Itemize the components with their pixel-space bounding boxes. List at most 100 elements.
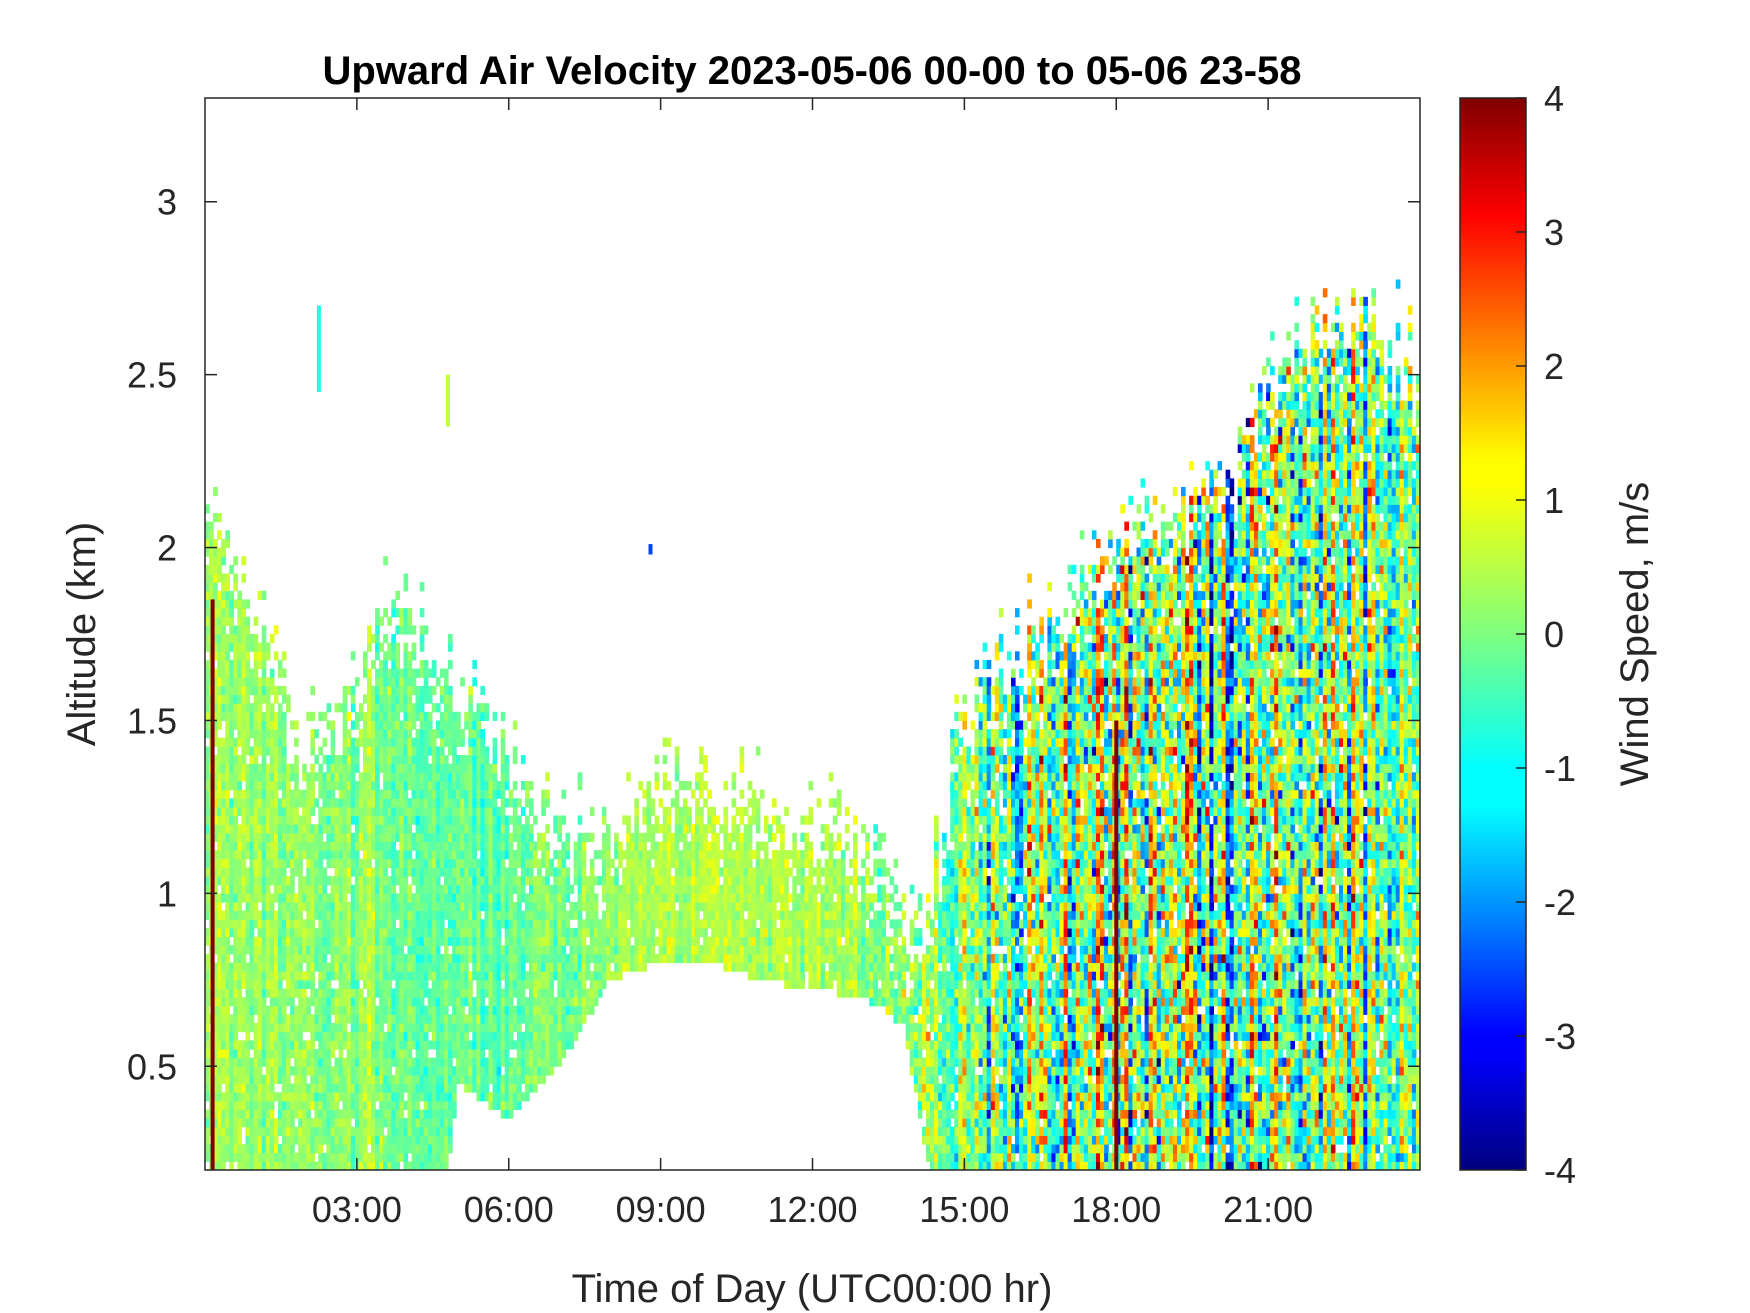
heatmap-cell bbox=[286, 763, 291, 773]
heatmap-cell bbox=[480, 919, 486, 929]
heatmap-cell bbox=[419, 685, 425, 696]
heatmap-cell bbox=[294, 1109, 299, 1119]
heatmap-cell bbox=[610, 893, 615, 903]
heatmap-cell bbox=[273, 1092, 279, 1102]
heatmap-cell bbox=[488, 815, 494, 825]
heatmap-cell bbox=[448, 1074, 453, 1085]
heatmap-cell bbox=[261, 798, 267, 808]
heatmap-cell bbox=[334, 1023, 340, 1033]
heatmap-cell bbox=[326, 1092, 332, 1102]
heatmap-cell bbox=[480, 867, 486, 877]
heatmap-cell bbox=[415, 711, 421, 721]
heatmap-cell bbox=[577, 884, 583, 894]
heatmap-cell bbox=[472, 1074, 477, 1085]
heatmap-cell bbox=[330, 1023, 336, 1033]
heatmap-cell bbox=[213, 677, 218, 687]
heatmap-cell bbox=[537, 927, 542, 938]
heatmap-cell bbox=[265, 1074, 271, 1085]
heatmap-cell bbox=[678, 936, 684, 946]
heatmap-cell bbox=[419, 936, 425, 946]
heatmap-cell bbox=[399, 910, 405, 920]
heatmap-cell bbox=[367, 685, 372, 696]
heatmap-cell bbox=[310, 953, 315, 964]
heatmap-cell bbox=[233, 556, 238, 566]
heatmap-cell bbox=[464, 876, 469, 886]
heatmap-cell bbox=[338, 971, 344, 981]
heatmap-cell bbox=[516, 884, 522, 894]
heatmap-cell bbox=[225, 876, 230, 886]
heatmap-cell bbox=[322, 1152, 328, 1162]
heatmap-cell bbox=[387, 1152, 392, 1162]
heatmap-cell bbox=[431, 850, 437, 860]
heatmap-cell bbox=[277, 876, 283, 886]
heatmap-cell bbox=[350, 815, 356, 825]
heatmap-cell bbox=[318, 919, 324, 929]
heatmap-cell bbox=[334, 902, 340, 912]
heatmap-cell bbox=[371, 962, 376, 972]
heatmap-cell bbox=[257, 703, 263, 713]
heatmap-cell bbox=[411, 971, 417, 981]
heatmap-cell bbox=[213, 616, 218, 626]
heatmap-cell bbox=[407, 1083, 413, 1093]
heatmap-cell bbox=[269, 755, 275, 765]
heatmap-cell bbox=[415, 1023, 421, 1033]
heatmap-cell bbox=[593, 919, 599, 929]
heatmap-cell bbox=[610, 936, 615, 946]
heatmap-cell bbox=[391, 884, 396, 894]
heatmap-cell bbox=[488, 953, 494, 964]
heatmap-cell bbox=[265, 1083, 271, 1093]
heatmap-cell bbox=[322, 1126, 328, 1136]
heatmap-cell bbox=[225, 902, 230, 912]
heatmap-cell bbox=[391, 1023, 396, 1033]
heatmap-cell bbox=[504, 971, 510, 981]
heatmap-cell bbox=[577, 867, 583, 877]
heatmap-cell bbox=[634, 936, 639, 946]
heatmap-cell bbox=[435, 1066, 441, 1076]
heatmap-cell bbox=[233, 711, 238, 721]
heatmap-cell bbox=[529, 806, 534, 817]
heatmap-cell bbox=[391, 651, 396, 661]
heatmap-cell bbox=[573, 910, 579, 920]
heatmap-cell bbox=[541, 1074, 546, 1085]
heatmap-cell bbox=[464, 824, 469, 834]
heatmap-cell bbox=[439, 1057, 445, 1067]
heatmap-cell bbox=[682, 832, 688, 842]
heatmap-cell bbox=[403, 1049, 409, 1059]
heatmap-cell bbox=[237, 1109, 242, 1119]
heatmap-cell bbox=[419, 582, 425, 592]
heatmap-cell bbox=[541, 902, 546, 912]
heatmap-cell bbox=[294, 936, 299, 946]
heatmap-cell bbox=[407, 1126, 413, 1136]
heatmap-cell bbox=[298, 1152, 303, 1162]
heatmap-cell bbox=[391, 850, 396, 860]
heatmap-cell bbox=[375, 651, 380, 661]
heatmap-cell bbox=[261, 1092, 267, 1102]
heatmap-cell bbox=[468, 919, 473, 929]
heatmap-cell bbox=[573, 858, 579, 868]
heatmap-cell bbox=[403, 694, 409, 704]
heatmap-cell bbox=[383, 1152, 388, 1162]
heatmap-cell bbox=[387, 910, 392, 920]
heatmap-cell bbox=[257, 1135, 263, 1145]
heatmap-cell bbox=[383, 962, 388, 972]
heatmap-cell bbox=[500, 893, 506, 903]
heatmap-cell bbox=[423, 815, 429, 825]
heatmap-cell bbox=[480, 703, 486, 713]
heatmap-cell bbox=[205, 685, 210, 696]
heatmap-cell bbox=[589, 884, 595, 894]
heatmap-cell bbox=[375, 703, 380, 713]
heatmap-cell bbox=[638, 867, 643, 877]
heatmap-cell bbox=[338, 1092, 344, 1102]
heatmap-cell bbox=[488, 1005, 494, 1015]
heatmap-cell bbox=[350, 979, 356, 989]
heatmap-cell bbox=[553, 1023, 558, 1033]
heatmap-cell bbox=[403, 1152, 409, 1162]
heatmap-cell bbox=[249, 1092, 255, 1102]
heatmap-cell bbox=[257, 841, 263, 851]
heatmap-cell bbox=[435, 910, 441, 920]
heatmap-cell bbox=[480, 1040, 486, 1050]
heatmap-cell bbox=[687, 806, 692, 817]
heatmap-cell bbox=[253, 806, 259, 817]
heatmap-cell bbox=[358, 806, 364, 817]
heatmap-cell bbox=[403, 884, 409, 894]
